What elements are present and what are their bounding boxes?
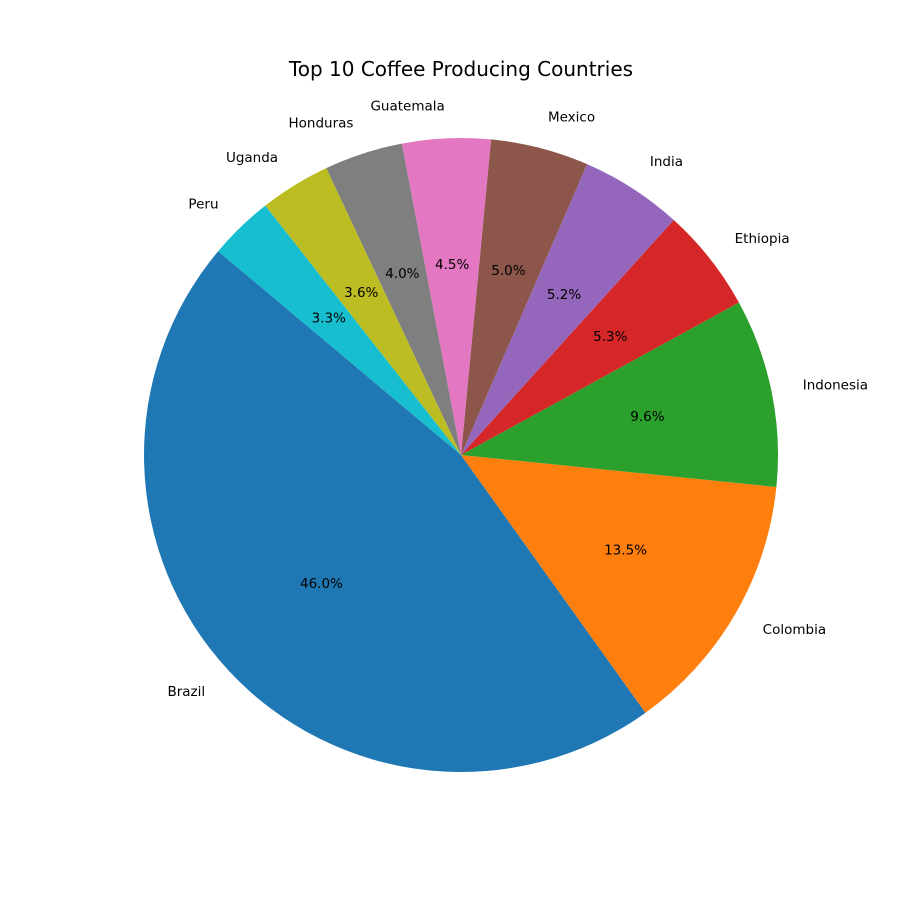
slice-label-india: India [650, 154, 683, 170]
slice-label-guatemala: Guatemala [370, 99, 444, 115]
slice-label-peru: Peru [188, 196, 218, 212]
pie-slice-peru [218, 205, 461, 455]
slice-label-mexico: Mexico [548, 109, 595, 125]
pie-slice-india [461, 164, 674, 455]
slice-label-honduras: Honduras [289, 115, 354, 131]
pct-label-honduras: 4.0% [385, 266, 419, 282]
pct-label-uganda: 3.6% [344, 285, 378, 301]
pie-slice-ethiopia [461, 220, 739, 455]
slice-label-colombia: Colombia [763, 622, 826, 638]
pct-label-india: 5.2% [547, 287, 581, 303]
pie-slice-uganda [265, 168, 461, 455]
pie-slice-guatemala [401, 138, 492, 455]
pct-label-colombia: 13.5% [604, 542, 647, 558]
chart-title: Top 10 Coffee Producing Countries [288, 57, 634, 81]
pct-label-brazil: 46.0% [300, 576, 343, 592]
pct-label-mexico: 5.0% [491, 263, 525, 279]
slice-label-indonesia: Indonesia [803, 378, 868, 394]
slice-label-ethiopia: Ethiopia [735, 231, 790, 247]
pct-label-guatemala: 4.5% [435, 257, 469, 273]
pie-slice-honduras [326, 143, 461, 455]
pie-slice-colombia [461, 455, 777, 713]
slice-label-brazil: Brazil [167, 684, 205, 700]
slice-label-uganda: Uganda [226, 150, 278, 166]
pct-label-ethiopia: 5.3% [593, 329, 627, 345]
pct-label-indonesia: 9.6% [630, 409, 664, 425]
pie-slice-indonesia [461, 302, 779, 488]
pct-label-peru: 3.3% [312, 310, 346, 326]
pie-slice-mexico [461, 139, 588, 455]
pie-slice-brazil [144, 251, 646, 772]
